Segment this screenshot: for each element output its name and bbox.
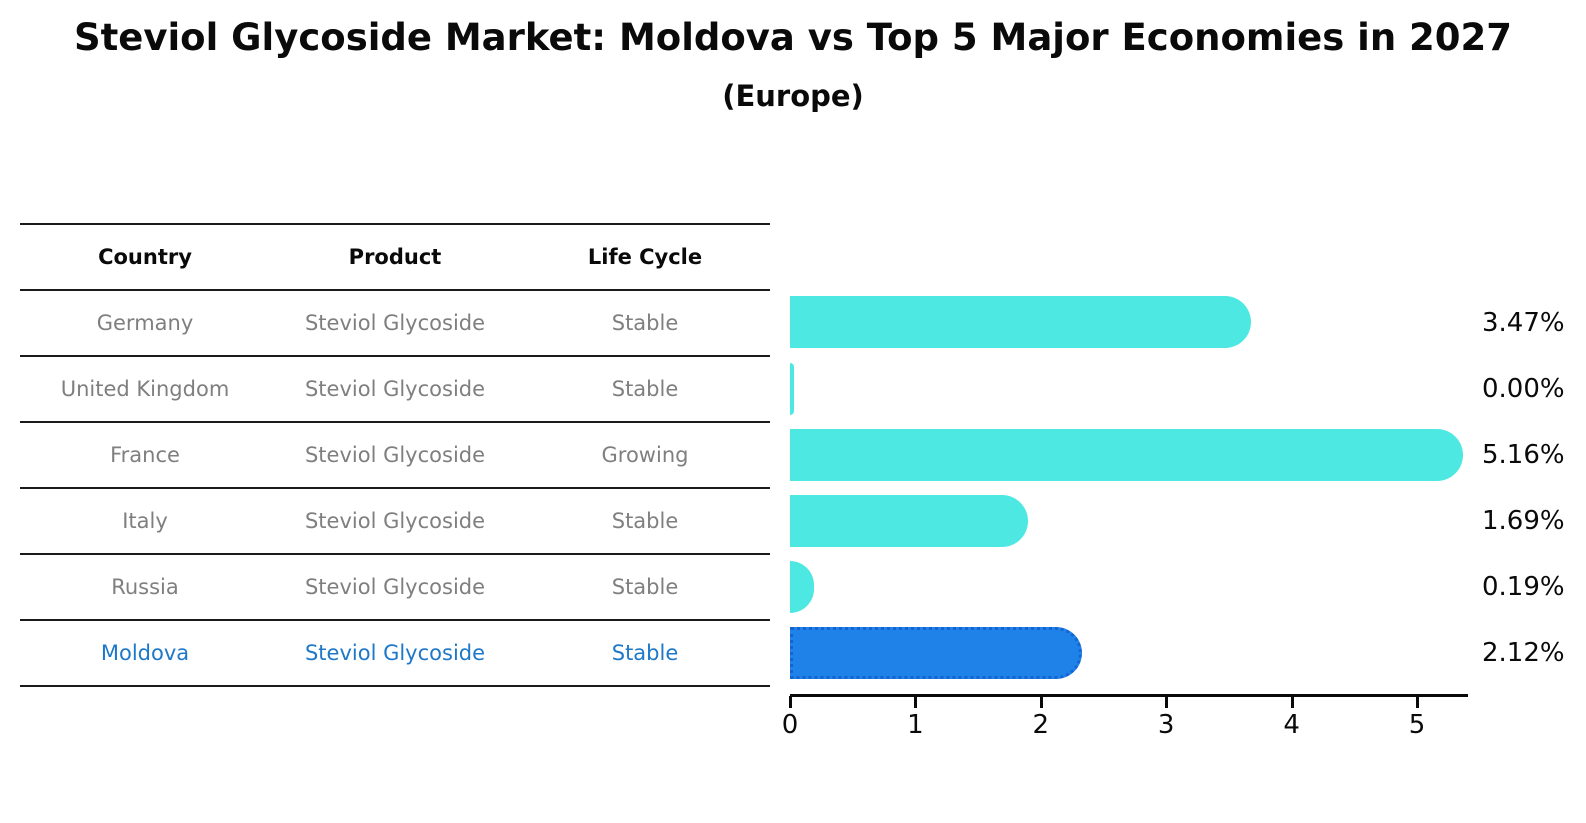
value-label-france: 5.16% — [1482, 440, 1565, 470]
cell-country: Germany — [96, 311, 194, 335]
table-row-italy: Italy Steviol Glycoside Stable — [20, 487, 770, 553]
col-header-lifecycle: Life Cycle — [587, 245, 703, 269]
tick-label: 4 — [1283, 710, 1300, 740]
tick-label: 3 — [1157, 710, 1175, 740]
x-axis-line — [790, 694, 1468, 697]
cell-product: Steviol Glycoside — [304, 311, 486, 335]
value-label-germany: 3.47% — [1482, 308, 1565, 338]
tick-mark — [789, 696, 792, 708]
value-label-moldova: 2.12% — [1482, 638, 1565, 668]
country-table: Country Product Life Cycle Germany Stevi… — [20, 223, 770, 687]
col-header-country: Country — [98, 245, 192, 269]
cell-lifecycle: Stable — [611, 641, 679, 665]
cell-country: Italy — [122, 509, 168, 533]
tick-mark — [1039, 696, 1043, 708]
col-header-product: Product — [348, 245, 442, 269]
table-row-moldova: Moldova Steviol Glycoside Stable — [20, 619, 770, 685]
bar-france — [790, 429, 1464, 481]
tick-mark — [1165, 696, 1169, 708]
chart-subtitle: (Europe) — [722, 79, 864, 113]
table-header-row: Country Product Life Cycle — [20, 223, 770, 289]
bar-germany — [790, 296, 1252, 348]
bar-united-kingdom — [790, 363, 794, 415]
chart-title: Steviol Glycoside Market: Moldova vs Top… — [73, 16, 1513, 59]
value-label-united-kingdom: 0.00% — [1482, 374, 1565, 404]
cell-product: Steviol Glycoside — [304, 377, 486, 401]
cell-country: United Kingdom — [60, 377, 230, 401]
table-row-united-kingdom: United Kingdom Steviol Glycoside Stable — [20, 355, 770, 421]
cell-lifecycle: Stable — [611, 509, 679, 533]
cell-country: Moldova — [100, 641, 190, 665]
cell-product: Steviol Glycoside — [304, 443, 486, 467]
tick-label: 2 — [1032, 710, 1050, 740]
bar-russia — [790, 561, 814, 613]
value-label-russia: 0.19% — [1482, 572, 1565, 602]
table-row-germany: Germany Steviol Glycoside Stable — [20, 289, 770, 355]
cell-lifecycle: Stable — [611, 575, 679, 599]
tick-mark — [1290, 696, 1294, 708]
bar-italy — [790, 495, 1028, 547]
cell-lifecycle: Stable — [611, 377, 679, 401]
cell-product: Steviol Glycoside — [304, 641, 486, 665]
tick-mark — [1416, 696, 1419, 708]
cell-lifecycle: Stable — [611, 311, 679, 335]
cell-country: France — [110, 443, 180, 467]
tick-mark — [914, 696, 918, 708]
cell-country: Russia — [111, 575, 179, 599]
value-label-italy: 1.69% — [1482, 506, 1565, 536]
cell-product: Steviol Glycoside — [304, 575, 486, 599]
table-row-france: France Steviol Glycoside Growing — [20, 421, 770, 487]
tick-label: 1 — [907, 710, 924, 740]
tick-label: 0 — [781, 710, 799, 740]
tick-label: 5 — [1408, 710, 1426, 740]
cell-lifecycle: Growing — [601, 443, 689, 467]
bar-moldova-highlight — [790, 627, 1082, 679]
table-row-russia: Russia Steviol Glycoside Stable — [20, 553, 770, 619]
cell-product: Steviol Glycoside — [304, 509, 486, 533]
